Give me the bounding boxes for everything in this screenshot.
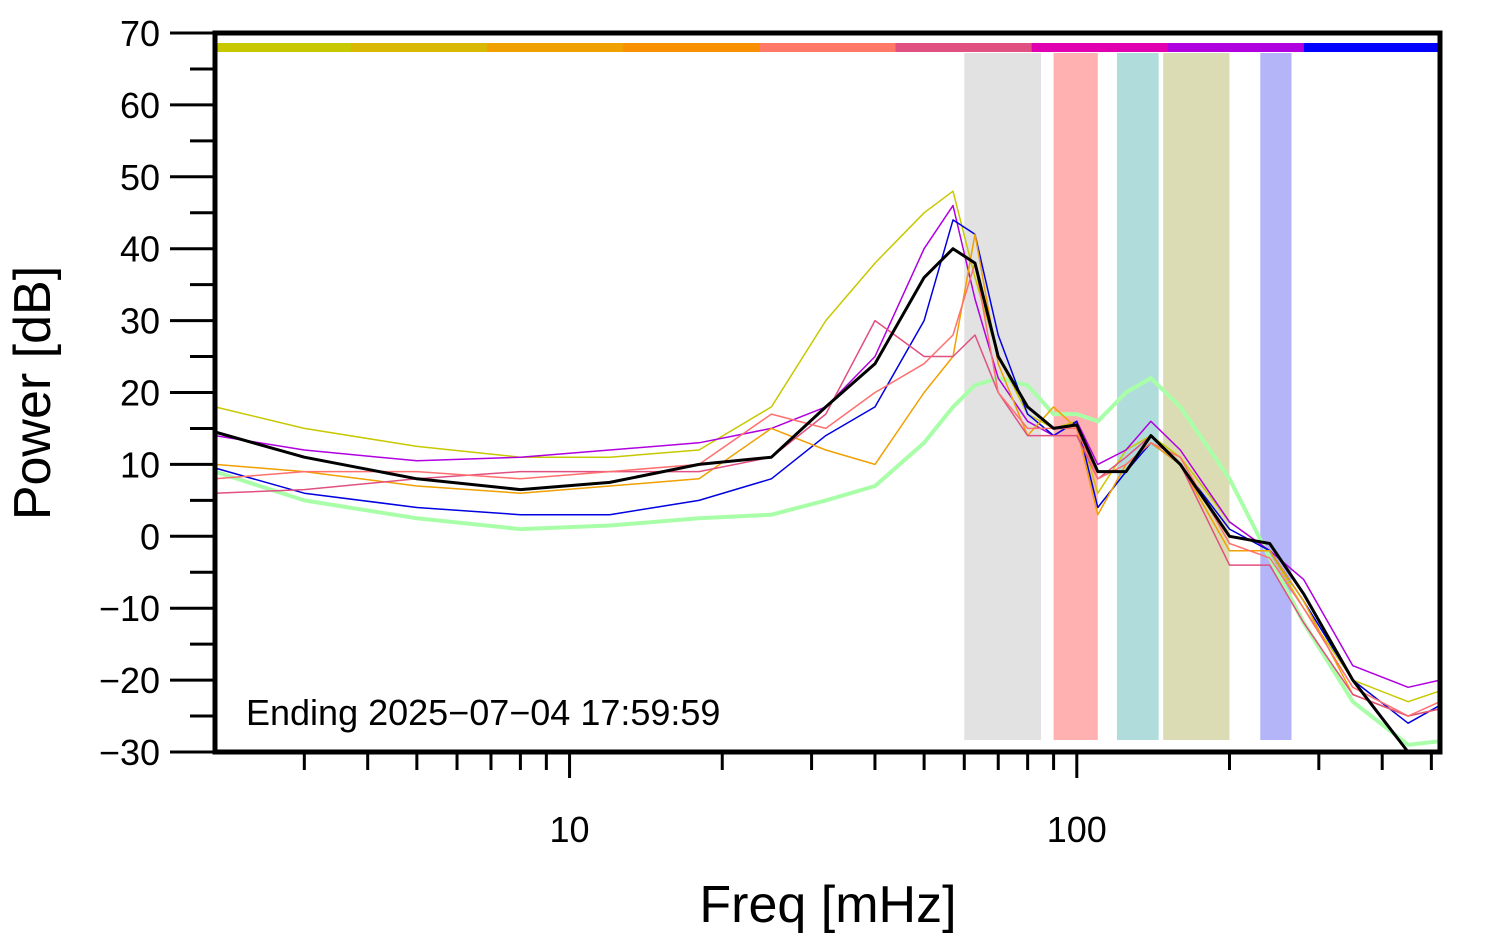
top-bar-segment: [215, 43, 352, 52]
series-line: [214, 262, 1441, 717]
top-bar-segment: [351, 43, 488, 52]
y-tick-label: 0: [140, 516, 160, 557]
y-tick-label: 50: [120, 157, 160, 198]
top-bar-segment: [623, 43, 760, 52]
top-bar-segment: [1167, 43, 1305, 52]
y-tick-label: 10: [120, 444, 160, 485]
y-tick-label: −30: [99, 732, 160, 773]
series-line: [214, 219, 1441, 724]
series-line: [214, 376, 1441, 747]
y-tick-label: 30: [120, 301, 160, 342]
y-tick-label: −20: [99, 660, 160, 701]
shaded-band: [964, 53, 1042, 740]
shaded-band: [1260, 53, 1292, 740]
y-tick-label: 20: [120, 373, 160, 414]
series-line: [214, 190, 1441, 703]
annotation: Ending 2025−07−04 17:59:59: [246, 692, 720, 733]
series-line: [214, 319, 1441, 717]
y-tick-label: 70: [120, 13, 160, 54]
x-tick-label: 100: [1047, 809, 1107, 850]
series-line: [214, 247, 1410, 753]
top-bar-segment: [895, 43, 1033, 52]
series-line: [214, 204, 1441, 689]
series-line: [214, 233, 1441, 717]
x-axis-title: Freq [mHz]: [699, 876, 956, 934]
top-bar-segment: [487, 43, 624, 52]
plot-frame: [212, 30, 1443, 755]
y-tick-label: −10: [99, 588, 160, 629]
y-tick-label: 60: [120, 85, 160, 126]
y-axis-title: Power [dB]: [4, 266, 62, 520]
top-bar-segment: [759, 43, 897, 52]
top-bar-segment: [1303, 43, 1441, 52]
shaded-band: [1053, 53, 1098, 740]
x-tick-label: 10: [550, 809, 590, 850]
top-bar-segment: [1031, 43, 1169, 52]
shaded-band: [1163, 53, 1230, 740]
y-tick-label: 40: [120, 229, 160, 270]
